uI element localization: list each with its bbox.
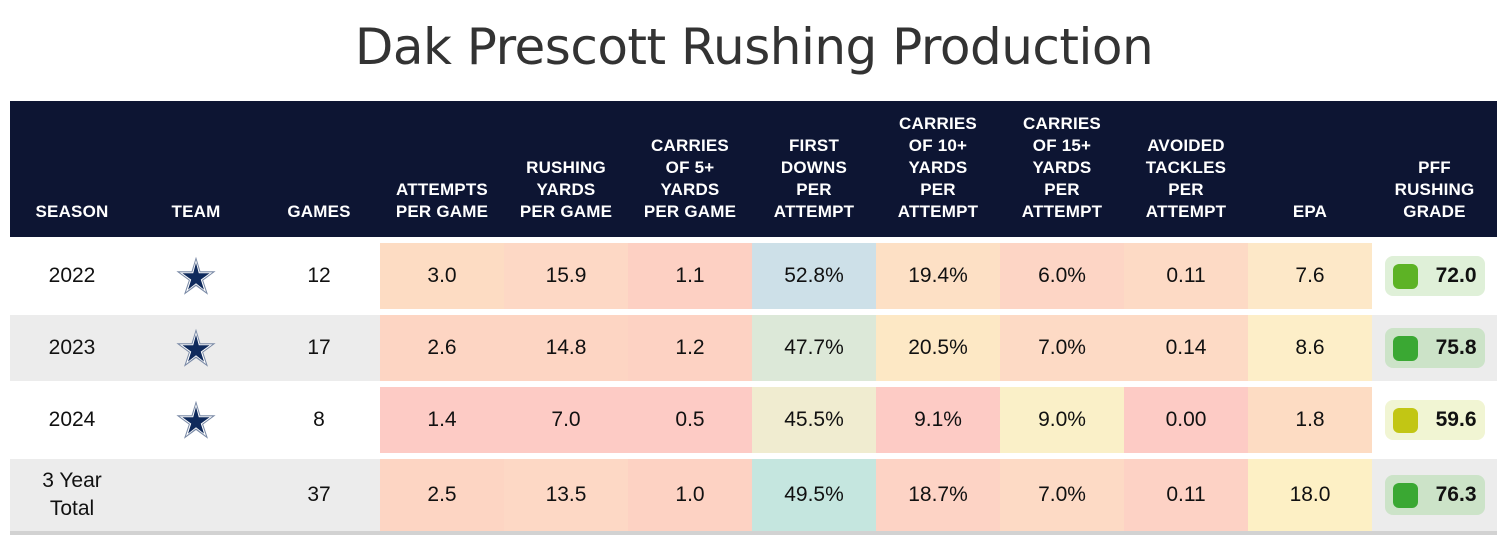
- stat-cell: 7.0: [504, 387, 628, 453]
- stat-cell: 8.6: [1248, 315, 1372, 381]
- stat-cell: 7.0%: [1000, 315, 1124, 381]
- team-cell: [134, 387, 258, 453]
- stat-cell: 18.0: [1248, 459, 1372, 531]
- column-header: FIRST DOWNS PER ATTEMPT: [773, 136, 855, 221]
- table-row: 3 Year Total 37 2.5 13.5 1.0 49.5% 18.7% 7.0% 0.…: [10, 453, 1497, 535]
- grade-color-indicator-icon: [1392, 335, 1418, 361]
- stat-cell: 1.0: [628, 459, 752, 531]
- stat-cell: 2.6: [380, 315, 504, 381]
- stat-cell: 45.5%: [752, 387, 876, 453]
- season-cell: 2023: [48, 336, 96, 359]
- team-cell: [134, 459, 258, 531]
- grade-color-indicator-icon: [1392, 482, 1418, 508]
- stat-cell: 47.7%: [752, 315, 876, 381]
- games-cell: 17: [307, 336, 331, 359]
- stat-cell: 15.9: [504, 243, 628, 309]
- grade-cell: 59.6: [1372, 387, 1497, 453]
- grade-badge: 72.0: [1384, 256, 1485, 296]
- stat-cell: 1.8: [1248, 387, 1372, 453]
- stat-cell: 52.8%: [752, 243, 876, 309]
- stat-cell: 14.8: [504, 315, 628, 381]
- stat-cell: 1.1: [628, 243, 752, 309]
- stat-cell: 49.5%: [752, 459, 876, 531]
- table-body: 2022 12 3.0 15.9 1.1 52.8% 19.4% 6.0% 0.11 7.6 72.…: [10, 237, 1497, 535]
- grade-cell: 76.3: [1372, 459, 1497, 531]
- stat-cell: 0.11: [1124, 243, 1248, 309]
- rushing-stats-table: SEASON TEAM GAMES ATTEMPTS PER GAME RUSHING …: [10, 101, 1497, 535]
- stat-cell: 9.0%: [1000, 387, 1124, 453]
- table-header: SEASON TEAM GAMES ATTEMPTS PER GAME RUSHING …: [10, 101, 1497, 237]
- stat-cell: 2.5: [380, 459, 504, 531]
- stat-cell: 20.5%: [876, 315, 1000, 381]
- season-cell: 3 Year Total: [42, 469, 102, 520]
- grade-value: 72.0: [1435, 264, 1477, 287]
- table-row: 2022 12 3.0 15.9 1.1 52.8% 19.4% 6.0% 0.11 7.6 72.…: [10, 237, 1497, 309]
- column-header: RUSHING YARDS PER GAME: [519, 158, 613, 221]
- table-row: 2023 17 2.6 14.8 1.2 47.7% 20.5% 7.0% 0.14 8.6 75.…: [10, 309, 1497, 381]
- stat-cell: 0.11: [1124, 459, 1248, 531]
- stat-cell: 6.0%: [1000, 243, 1124, 309]
- team-cell: [134, 243, 258, 309]
- dallas-cowboys-star-icon: [176, 400, 216, 440]
- stat-cell: 7.6: [1248, 243, 1372, 309]
- grade-value: 75.8: [1435, 336, 1477, 359]
- stat-cell: 0.14: [1124, 315, 1248, 381]
- season-cell: 2022: [48, 264, 96, 287]
- stat-cell: 18.7%: [876, 459, 1000, 531]
- column-header: AVOIDED TACKLES PER ATTEMPT: [1145, 136, 1227, 221]
- page-title: Dak Prescott Rushing Production: [354, 18, 1154, 76]
- column-header: TEAM: [171, 202, 221, 221]
- stat-cell: 19.4%: [876, 243, 1000, 309]
- grade-color-indicator-icon: [1392, 407, 1418, 433]
- games-cell: 8: [313, 408, 325, 431]
- table-row: 2024 8 1.4 7.0 0.5 45.5% 9.1% 9.0% 0.00 1.8 59.6: [10, 381, 1497, 453]
- stat-cell: 0.5: [628, 387, 752, 453]
- grade-badge: 76.3: [1384, 475, 1485, 515]
- grade-color-indicator-icon: [1392, 263, 1418, 289]
- column-header: ATTEMPTS PER GAME: [395, 180, 489, 221]
- grade-cell: 75.8: [1372, 315, 1497, 381]
- column-header: CARRIES OF 15+ YARDS PER ATTEMPT: [1021, 114, 1103, 221]
- team-cell: [134, 315, 258, 381]
- grade-cell: 72.0: [1372, 243, 1497, 309]
- column-header: EPA: [1292, 202, 1328, 221]
- stat-cell: 13.5: [504, 459, 628, 531]
- season-cell: 2024: [48, 408, 96, 431]
- dallas-cowboys-star-icon: [176, 256, 216, 296]
- column-header: PFF RUSHING GRADE: [1394, 158, 1475, 221]
- games-cell: 37: [307, 483, 331, 506]
- stat-cell: 0.00: [1124, 387, 1248, 453]
- column-header: CARRIES OF 5+ YARDS PER GAME: [643, 136, 737, 221]
- column-header: SEASON: [35, 202, 109, 221]
- stat-cell: 1.4: [380, 387, 504, 453]
- column-header: GAMES: [287, 202, 351, 221]
- grade-badge: 59.6: [1384, 400, 1485, 440]
- stat-cell: 3.0: [380, 243, 504, 309]
- grade-value: 76.3: [1435, 483, 1477, 506]
- grade-badge: 75.8: [1384, 328, 1485, 368]
- dallas-cowboys-star-icon: [176, 328, 216, 368]
- stat-cell: 7.0%: [1000, 459, 1124, 531]
- column-header: CARRIES OF 10+ YARDS PER ATTEMPT: [897, 114, 979, 221]
- stat-cell: 9.1%: [876, 387, 1000, 453]
- grade-value: 59.6: [1435, 408, 1477, 431]
- stat-cell: 1.2: [628, 315, 752, 381]
- games-cell: 12: [307, 264, 331, 287]
